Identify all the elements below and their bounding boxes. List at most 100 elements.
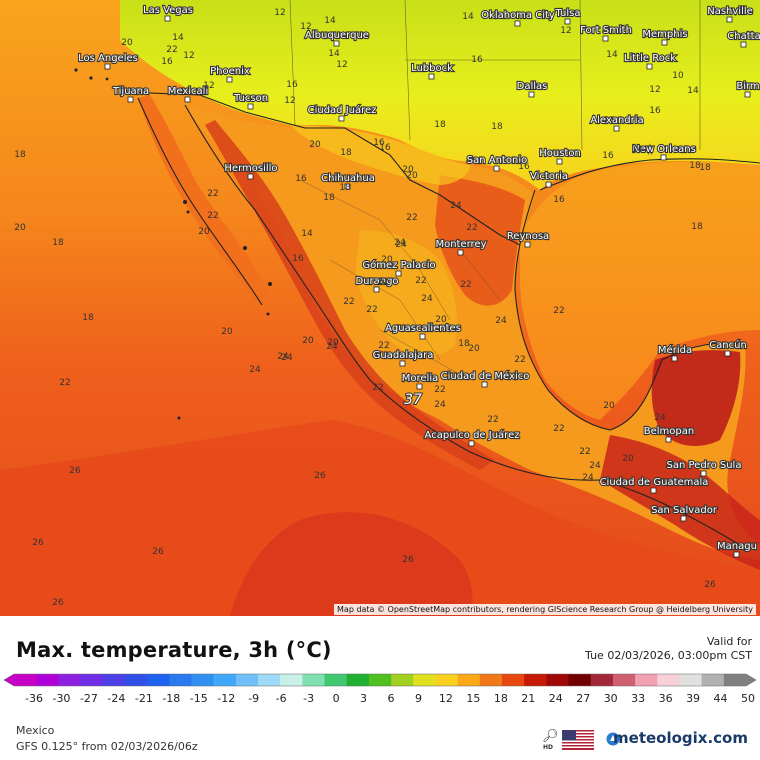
temperature-map[interactable]: Las Vegas Albuquerque Oklahoma City Tulsa Na… [0,0,760,616]
temperature-value-label: 20 [622,454,634,464]
temperature-value-label: 20 [14,223,26,233]
scale-tick-label: 24 [549,692,563,705]
city-little-rock: Little Rock [623,52,677,70]
temperature-value-label: 20 [381,255,393,265]
scale-tick-label: 27 [576,692,590,705]
temperature-value-label: 18 [691,222,703,232]
scale-color-segment [102,674,126,686]
city-aguascalientes: Aguascalientes [384,322,462,340]
city-ciudad-ju-rez: Ciudad Juárez [306,103,378,122]
temperature-value-label: 22 [166,45,177,55]
us-flag-icon[interactable] [562,730,594,750]
svg-text:Little Rock: Little Rock [624,53,676,64]
scale-tick-label: -3 [303,692,314,705]
temperature-value-label: 22 [343,297,354,307]
svg-text:Ciudad Juárez: Ciudad Juárez [308,104,377,116]
temperature-value-label: 22 [415,276,426,286]
temperature-value-label: 12 [183,51,194,61]
temperature-value-label: 22 [553,424,564,434]
svg-text:Monterrey: Monterrey [435,239,486,250]
svg-text:Victoria: Victoria [530,171,568,182]
city-guadalajara: Guadalajara [372,349,434,367]
temperature-value-label: 22 [406,213,417,223]
city-lubbock: Lubbock [410,62,454,80]
sierra-madre-occidental-hot [205,120,495,470]
svg-text:Lubbock: Lubbock [411,63,453,74]
temperature-value-label: 24 [654,413,666,423]
temperature-value-label: 18 [458,339,470,349]
temperature-value-label: 20 [302,336,314,346]
city-ciudad-de-m-xico: Ciudad de México [440,369,530,388]
scale-tick-label: -9 [248,692,259,705]
temperature-value-label: 26 [69,466,81,476]
city-dallas: Dallas [516,80,548,98]
temperature-value-label: 26 [52,598,64,608]
scale-tick-label: -18 [162,692,180,705]
temperature-value-label: 18 [340,148,352,158]
scale-tick-label: 9 [415,692,422,705]
scale-color-segment [413,674,436,686]
temperature-value-label: 24 [421,294,433,304]
hottest-ocean-band [230,512,473,616]
scale-tick-label: -30 [52,692,70,705]
scale-color-segment [435,674,459,686]
us-mexico-border [124,91,521,246]
scale-tick-label: 15 [466,692,480,705]
temperature-value-label: 20 [406,171,418,181]
temperature-value-label: 24 [495,316,507,326]
temperature-value-label: 26 [152,547,164,557]
scale-color-segment [213,674,237,686]
temperature-value-label: 22 [579,447,590,457]
svg-text:Guadalajara: Guadalajara [373,350,434,361]
temperature-value-label: 16 [161,57,173,67]
temperature-value-label: 20 [468,344,480,354]
scale-color-segment [568,674,592,686]
valid-time: Tue 02/03/2026, 03:00pm CST [585,649,752,662]
temperature-value-label: 22 [377,277,388,287]
svg-text:New Orleans: New Orleans [632,144,696,155]
temperature-value-label: 16 [602,151,614,161]
hd-label[interactable]: HD [543,744,554,751]
temperature-value-label: 12 [649,85,660,95]
scale-color-segment [524,674,547,686]
scale-color-segment [80,674,104,686]
temperature-value-label: 12 [274,8,285,18]
yucatan-hot [651,350,741,446]
scale-color-segment [679,674,703,686]
scale-tick-label: 44 [714,692,728,705]
temperature-value-label: 14 [301,229,313,239]
scale-tick-label: -21 [135,692,153,705]
temperature-value-label: 37 [404,392,422,408]
city-ciudad-de-guatemala: Ciudad de Guatemala [598,476,710,494]
temperature-value-label: 16 [553,195,565,205]
scale-arrow-left [4,674,14,686]
scale-color-segment [502,674,525,686]
temperature-value-label: 22 [59,378,70,388]
city-tucson: Tucson [232,92,269,110]
svg-text:Cancún: Cancún [709,339,747,351]
temperature-value-label: 12 [560,26,571,36]
temperature-value-label: 18 [52,238,64,248]
svg-text:Memphis: Memphis [642,29,687,40]
brand-name[interactable]: meteologix.com [613,729,748,747]
temperature-value-label: 20 [221,327,233,337]
temperature-value-label: 24 [326,342,338,352]
city-victoria: Victoria [529,170,569,188]
svg-text:Houston: Houston [539,148,581,159]
temperature-value-label: 16 [295,174,307,184]
temperature-value-label: 22 [434,385,445,395]
scale-tick-label: 3 [360,692,367,705]
scale-color-segment [546,674,570,686]
temperature-value-label: 18 [491,122,503,132]
city-new-orleans: New Orleans [631,143,697,161]
temperature-value-label: 24 [395,240,407,250]
svg-text:Nashville: Nashville [707,6,753,17]
svg-text:Mexicali: Mexicali [168,86,208,97]
temperature-value-label: 22 [207,189,218,199]
city-chihuahua: Chihuahua [320,172,376,190]
temperature-value-label: 24 [450,201,462,211]
scale-color-segment [635,674,658,686]
map-title: Max. temperature, 3h (°C) [16,638,332,662]
temperature-value-label: 12 [300,22,311,32]
magnifier-icon[interactable]: 🔎︎ [542,729,559,744]
